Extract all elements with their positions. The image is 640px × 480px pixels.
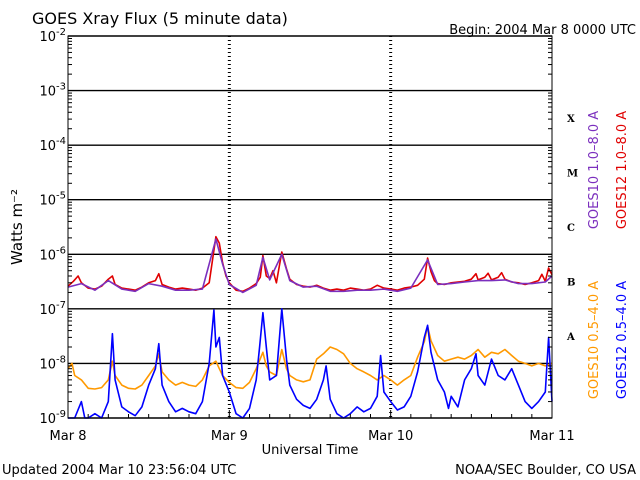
x-axis-label: Universal Time <box>262 443 359 458</box>
flare-class-label: X <box>567 114 575 125</box>
legend-entry: GOES10 0.5–4.0 A <box>587 281 602 399</box>
y-tick-exponent: -9 <box>56 409 66 420</box>
y-tick-base: 10 <box>39 248 56 263</box>
flare-class-label: A <box>566 332 575 343</box>
y-tick-label: 10-2 <box>39 27 66 45</box>
y-tick-label: 10-7 <box>39 300 66 318</box>
y-tick-exponent: -6 <box>56 245 66 256</box>
credit-text: NOAA/SEC Boulder, CO USA <box>455 463 636 478</box>
updated-timestamp: Updated 2004 Mar 10 23:56:04 UTC <box>2 463 236 478</box>
y-axis-label: Watts m⁻² <box>8 189 26 265</box>
x-tick-label: Mar 11 <box>529 429 574 444</box>
y-tick-label: 10-8 <box>39 354 66 372</box>
y-tick-label: 10-3 <box>39 82 66 100</box>
flare-class-label: C <box>567 223 575 234</box>
chart-title: GOES Xray Flux (5 minute data) <box>32 9 288 28</box>
y-tick-exponent: -5 <box>56 191 66 202</box>
y-tick-base: 10 <box>39 139 56 154</box>
legend-entry: GOES12 0.5–4.0 A <box>615 281 630 399</box>
y-tick-base: 10 <box>39 194 56 209</box>
series-line <box>68 308 553 419</box>
x-tick-label: Mar 9 <box>211 429 248 444</box>
y-tick-exponent: -7 <box>56 300 66 311</box>
series-line <box>67 235 553 293</box>
y-tick-exponent: -2 <box>56 27 66 38</box>
x-tick-label: Mar 10 <box>368 429 413 444</box>
y-tick-exponent: -3 <box>56 82 66 93</box>
y-tick-label: 10-5 <box>39 191 66 209</box>
series-layer <box>67 235 553 419</box>
y-tick-label: 10-4 <box>39 136 66 154</box>
y-tick-label: 10-9 <box>39 409 66 427</box>
y-tick-exponent: -4 <box>56 136 66 147</box>
series-line <box>67 325 553 390</box>
y-tick-exponent: -8 <box>56 354 66 365</box>
x-tick-label: Mar 8 <box>50 429 87 444</box>
flare-class-label: B <box>567 278 575 289</box>
legend: GOES10 1.0–8.0 A GOES12 1.0–8.0 A GOES10 0… <box>587 111 630 399</box>
legend-entry: GOES12 1.0–8.0 A <box>615 111 630 229</box>
y-tick-base: 10 <box>39 412 56 427</box>
begin-time: Begin: 2004 Mar 8 0000 UTC <box>449 23 636 38</box>
series-line <box>67 238 553 294</box>
y-tick-label: 10-6 <box>39 245 66 263</box>
y-tick-base: 10 <box>39 30 56 45</box>
y-tick-base: 10 <box>39 303 56 318</box>
y-tick-base: 10 <box>39 357 56 372</box>
y-tick-base: 10 <box>39 85 56 100</box>
flare-class-label: M <box>567 168 578 179</box>
legend-entry: GOES10 1.0–8.0 A <box>587 111 602 229</box>
